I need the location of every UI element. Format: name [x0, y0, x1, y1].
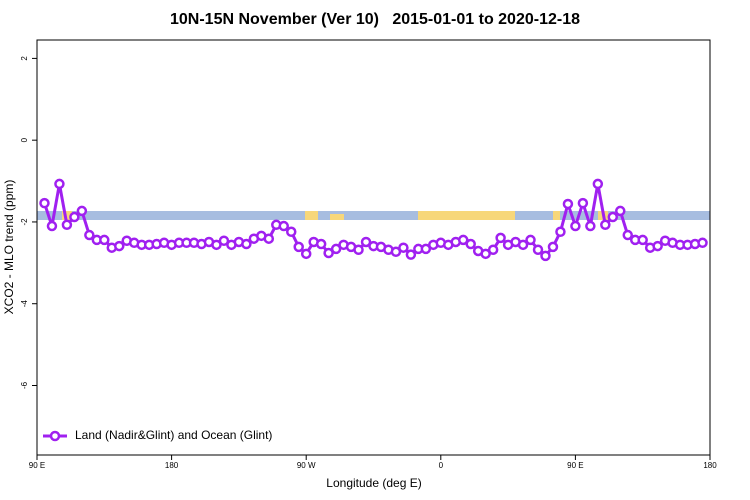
- data-point: [390, 246, 402, 258]
- data-point: [405, 249, 417, 260]
- data-point: [300, 248, 312, 260]
- x-tick-label: 90 E: [567, 461, 583, 470]
- data-point: [420, 243, 432, 255]
- data-point: [495, 232, 506, 244]
- data-point: [360, 236, 372, 248]
- data-point: [293, 241, 304, 253]
- data-point: [652, 240, 663, 252]
- data-point: [315, 238, 327, 250]
- data-point: [398, 242, 409, 253]
- y-axis-label: XCO2 - MLO trend (ppm): [2, 180, 16, 315]
- data-point: [622, 229, 633, 241]
- data-point: [278, 220, 290, 232]
- legend-label: Land (Nadir&Glint) and Ocean (Glint): [75, 428, 272, 442]
- data-point: [54, 178, 65, 190]
- y-tick-label: 0: [20, 137, 29, 142]
- land-patch: [62, 211, 72, 220]
- data-point: [218, 235, 230, 247]
- data-point: [540, 250, 551, 262]
- data-point: [76, 205, 88, 217]
- data-point: [600, 219, 611, 231]
- plot-frame: [36, 39, 711, 456]
- data-point: [69, 211, 80, 223]
- data-point: [577, 197, 589, 209]
- data-point: [465, 238, 476, 250]
- data-point: [84, 229, 95, 241]
- data-point: [353, 244, 364, 255]
- data-point: [46, 220, 58, 232]
- land-patch: [553, 211, 560, 220]
- x-axis-label: Longitude (deg E): [326, 476, 421, 490]
- data-point: [285, 226, 297, 238]
- data-point: [39, 197, 50, 209]
- data-point: [114, 240, 125, 252]
- x-tick-label: 90 E: [29, 461, 45, 470]
- ocean-band: [37, 211, 710, 220]
- data-point: [457, 234, 469, 246]
- data-point: [547, 241, 559, 253]
- data-point: [697, 237, 708, 249]
- x-tick-label: 180: [165, 461, 179, 470]
- data-point: [637, 234, 648, 246]
- land-patch: [418, 211, 515, 220]
- data-point: [592, 178, 604, 190]
- land-patch: [330, 214, 344, 220]
- x-tick-label: 180: [703, 461, 717, 470]
- data-point: [555, 226, 566, 238]
- data-point: [615, 205, 626, 217]
- y-tick-label: 2: [20, 56, 29, 61]
- data-point: [487, 244, 499, 255]
- y-tick-label: -2: [20, 218, 29, 226]
- data-point: [570, 220, 581, 232]
- data-point: [517, 239, 529, 251]
- data-point: [323, 247, 334, 259]
- data-point: [263, 233, 275, 244]
- data-point: [241, 238, 252, 250]
- data-point: [330, 243, 342, 255]
- data-point: [607, 211, 619, 223]
- data-point: [61, 219, 73, 231]
- chart-title: 10N-15N November (Ver 10) 2015-01-01 to …: [170, 11, 580, 28]
- data-point: [562, 198, 574, 210]
- data-point: [532, 244, 544, 255]
- data-point: [525, 234, 536, 246]
- data-point: [211, 239, 222, 251]
- data-point: [480, 248, 491, 260]
- data-point: [585, 220, 596, 232]
- x-tick-label: 90 W: [297, 461, 316, 470]
- legend-marker: [49, 430, 61, 442]
- data-point: [99, 234, 110, 246]
- y-tick-label: -6: [20, 381, 29, 389]
- x-tick-label: 0: [439, 461, 444, 470]
- land-patch: [305, 211, 318, 220]
- y-tick-label: -4: [20, 300, 29, 308]
